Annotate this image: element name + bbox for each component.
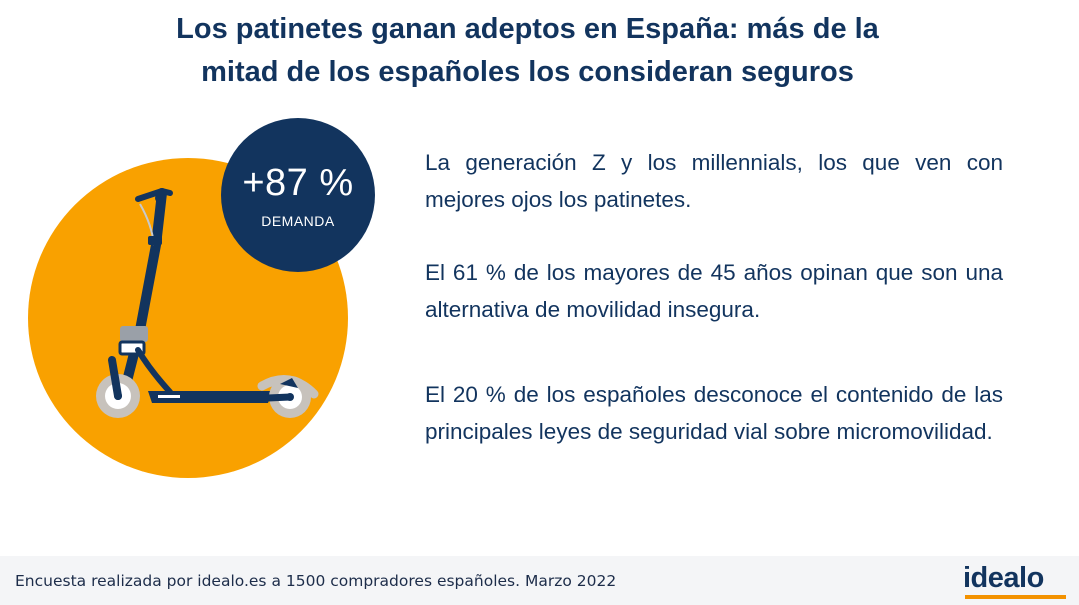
- fact-road-safety-laws: El 20 % de los españoles desconoce el co…: [425, 382, 1003, 444]
- title-line-1: Los patinetes ganan adeptos en España: m…: [176, 13, 879, 45]
- fact-over-45: El 61 % de los mayores de 45 años opinan…: [425, 260, 1003, 322]
- source-note: Encuesta realizada por idealo.es a 1500 …: [15, 572, 617, 590]
- logo-wordmark: idealo: [963, 562, 1044, 594]
- logo-underline: [965, 595, 1066, 599]
- idealo-logo: idealo: [963, 562, 1067, 599]
- stat-badge: +87 % DEMANDA: [221, 118, 375, 272]
- footer-bar: Encuesta realizada por idealo.es a 1500 …: [0, 556, 1079, 605]
- scooter-icon: [96, 188, 319, 418]
- page-title: Los patinetes ganan adeptos en España: m…: [0, 8, 1055, 94]
- fact-generation-z: La generación Z y los millennials, los q…: [425, 150, 1003, 212]
- scooter-illustration: [28, 158, 348, 478]
- stat-label: DEMANDA: [261, 213, 335, 229]
- stat-value: +87 %: [242, 162, 354, 204]
- title-line-2: mitad de los españoles los consideran se…: [201, 56, 854, 88]
